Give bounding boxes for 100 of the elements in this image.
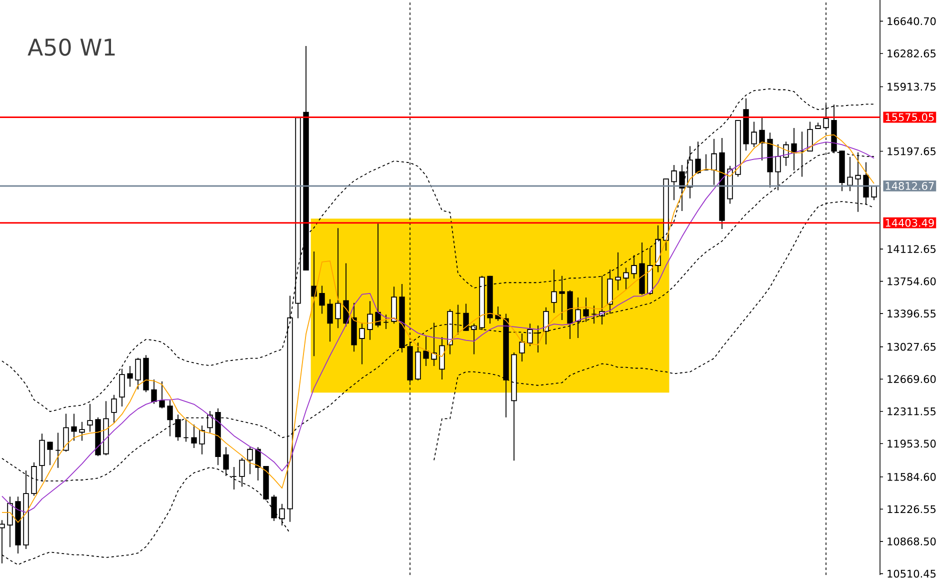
candlestick <box>663 178 669 251</box>
candlestick <box>751 122 757 147</box>
candlestick <box>647 248 653 295</box>
candlestick <box>591 306 597 324</box>
candlestick <box>847 156 853 192</box>
candlestick <box>127 366 133 387</box>
candlestick <box>503 314 509 418</box>
candlestick <box>423 336 429 366</box>
y-tick-label: 14112.65 <box>888 245 936 253</box>
candlestick <box>543 307 549 344</box>
candlestick <box>807 122 813 152</box>
candlestick <box>319 286 325 314</box>
candlestick <box>815 122 821 129</box>
y-tick-label: 12311.55 <box>888 407 936 416</box>
candlestick <box>135 358 141 390</box>
candlestick <box>607 270 613 314</box>
candlestick <box>519 334 525 362</box>
y-tick-label: 13754.60 <box>888 277 936 286</box>
candlestick <box>199 425 205 454</box>
candlestick <box>767 132 773 188</box>
candlestick <box>455 304 461 334</box>
y-tick-label: 10510.45 <box>888 570 936 578</box>
candlestick <box>567 290 573 339</box>
candlestick <box>279 504 285 526</box>
candlestick <box>367 301 373 340</box>
candlestick <box>359 322 365 364</box>
candlestick <box>247 447 253 474</box>
candlestick <box>271 494 277 522</box>
ref-line-label: 14812.67 <box>886 182 934 190</box>
candlestick <box>167 400 173 436</box>
candlestick <box>399 284 405 352</box>
ref-line-label: 15575.05 <box>886 113 934 122</box>
candlestick <box>351 302 357 352</box>
y-tick-label: 15197.65 <box>888 147 936 156</box>
candlestick <box>679 165 685 211</box>
candlestick <box>111 394 117 423</box>
candlestick <box>79 422 85 441</box>
text: A50 W1 <box>28 38 115 56</box>
candlestick <box>439 337 445 380</box>
y-tick-label: 13027.65 <box>888 342 936 351</box>
candlestick <box>143 355 149 392</box>
y-tick-label: 11584.60 <box>888 472 936 481</box>
candlestick <box>231 466 237 490</box>
y-tick-label: 16282.65 <box>888 50 936 58</box>
candlestick <box>719 138 725 230</box>
candlestick <box>535 325 541 352</box>
candlestick <box>7 496 13 548</box>
y-tick-label: 11953.50 <box>888 440 936 448</box>
candlestick <box>151 380 157 404</box>
ref-line-label: 14403.49 <box>886 218 934 227</box>
candlestick <box>575 298 581 338</box>
candlestick <box>47 442 53 466</box>
candlestick <box>207 411 213 433</box>
candlestick <box>327 299 333 342</box>
candlestick <box>223 447 229 476</box>
candlestick <box>511 352 517 461</box>
candlestick <box>527 324 533 346</box>
candlestick <box>551 270 557 313</box>
candlestick <box>15 496 21 554</box>
y-tick-label: 10868.50 <box>888 537 936 546</box>
candlestick <box>447 309 453 354</box>
candlestick <box>743 98 749 151</box>
candlestick <box>615 252 621 290</box>
candlestick <box>695 142 701 174</box>
candlestick <box>55 432 61 468</box>
candlestick <box>711 138 717 185</box>
y-tick-label: 13396.55 <box>888 310 936 318</box>
candlestick <box>63 414 69 452</box>
candlestick <box>215 408 221 466</box>
candlestick <box>175 414 181 441</box>
candlestick <box>583 298 589 322</box>
candlestick <box>255 447 261 480</box>
candlestick <box>703 154 709 170</box>
candlestick <box>159 381 165 408</box>
candlestick <box>119 368 125 407</box>
candlestick <box>463 304 469 331</box>
candlestick <box>735 120 741 177</box>
candlestick <box>263 466 269 500</box>
candlestick <box>631 255 637 279</box>
candlestick <box>671 165 677 200</box>
candlestick <box>191 424 197 448</box>
candlestick <box>87 404 93 432</box>
candlestick <box>239 458 245 487</box>
candlestick <box>335 228 341 328</box>
y-tick-label: 12669.60 <box>888 375 936 384</box>
candlestick <box>487 276 493 324</box>
candlestick <box>71 414 77 441</box>
candlestick <box>639 242 645 295</box>
candlestick <box>479 276 485 330</box>
candlestick <box>183 419 189 442</box>
candlestick <box>103 401 109 456</box>
candlestick <box>375 224 381 328</box>
candlestick <box>391 286 397 324</box>
y-tick-label: 11226.55 <box>888 505 936 514</box>
candlestick <box>759 117 765 161</box>
candlestick <box>415 342 421 380</box>
candlestick <box>95 417 101 456</box>
y-tick-label: 16640.70 <box>888 17 936 26</box>
y-tick-label: 15913.75 <box>888 82 936 91</box>
candlestick <box>471 324 477 354</box>
